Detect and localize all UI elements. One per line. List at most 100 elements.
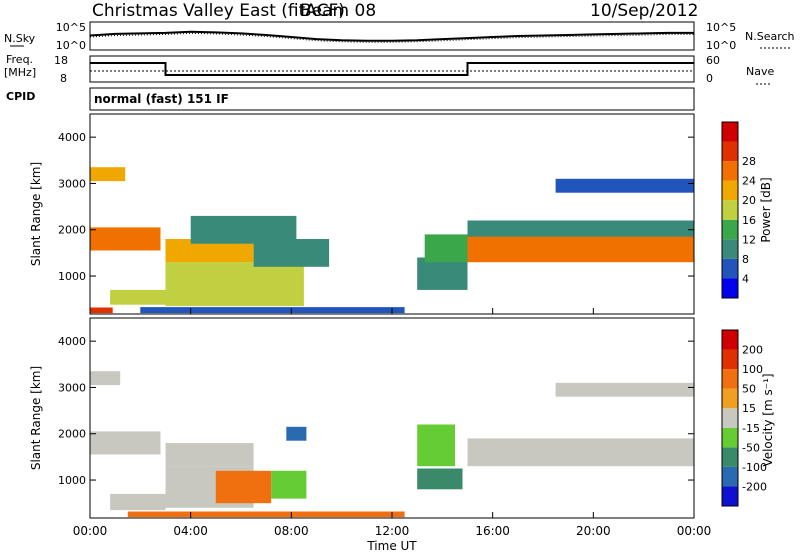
power-y-ticks: 1000 2000 3000 4000	[58, 131, 694, 283]
power-band-10	[424, 234, 468, 263]
velocity-cbar-swatch-6	[722, 369, 738, 389]
velocity-cbar-tick-3: 15	[742, 402, 756, 415]
power-cbar-swatch-3	[722, 219, 738, 240]
velocity-ylabel: Slant Range [km]	[29, 366, 43, 470]
power-band-3	[110, 289, 166, 305]
power-ytick-label-1: 2000	[58, 224, 86, 237]
velocity-band-12	[555, 382, 694, 397]
noise-left-tick-top: 10^5	[56, 21, 86, 34]
power-band-2	[90, 307, 113, 314]
velocity-cbar-swatch-1	[722, 466, 738, 487]
noise-left-label: N.Sky	[4, 32, 36, 45]
frequency-series	[90, 62, 694, 76]
velocity-cbar-swatch-3	[722, 427, 738, 448]
velocity-cbar-tick-0: 200	[742, 344, 763, 357]
velocity-data-layer	[90, 371, 694, 518]
freq-right-tick-bottom: 0	[706, 72, 713, 85]
velocity-band-6	[271, 470, 307, 499]
velocity-cbar-tick-5: -50	[742, 441, 760, 454]
power-ytick-label-3: 4000	[58, 131, 86, 144]
power-band-9	[417, 257, 468, 290]
velocity-ytick-label-0: 1000	[58, 474, 86, 487]
power-ylabel: Slant Range [km]	[29, 162, 43, 266]
freq-left-tick-top: 18	[54, 54, 68, 67]
velocity-band-8	[127, 511, 405, 518]
power-cbar-tick-4: 20	[742, 194, 756, 207]
power-band-8	[140, 307, 405, 314]
x-tick-label: 20:00	[576, 524, 611, 538]
velocity-cbar-tick-7: -200	[742, 480, 767, 493]
beam-label: Beam 08	[300, 1, 376, 21]
velocity-band-3	[165, 443, 254, 467]
power-cbar-tick-1: 8	[742, 253, 749, 266]
power-cbar-swatch-8	[722, 122, 738, 142]
velocity-cbar-frame	[721, 329, 739, 507]
velocity-y-ticks: 1000 2000 3000 4000	[58, 335, 694, 487]
power-cbar-swatch-5	[722, 180, 738, 201]
velocity-band-11	[467, 438, 694, 467]
x-tick-label: 00:00	[677, 524, 712, 538]
cpid-mode: normal (fast) 151 IF	[94, 92, 229, 106]
power-cbar-swatch-1	[722, 258, 738, 279]
velocity-ytick-label-2: 3000	[58, 381, 86, 394]
freq-left-label-2: [MHz]	[4, 66, 36, 79]
cpid-label: CPID	[6, 90, 35, 103]
power-band-13	[555, 178, 694, 193]
power-band-0	[90, 167, 126, 182]
velocity-ytick-label-1: 2000	[58, 428, 86, 441]
velocity-band-2	[110, 493, 166, 511]
noise-panel-frame	[89, 21, 695, 51]
velocity-cbar-tick-2: 50	[742, 383, 756, 396]
freq-right-tick-top: 60	[706, 54, 720, 67]
power-band-4	[165, 262, 304, 307]
power-band-12	[467, 220, 694, 237]
power-cbar-tick-0: 4	[742, 272, 749, 285]
velocity-band-5	[215, 470, 272, 504]
power-cbar-frame	[721, 121, 739, 299]
cpid-panel-frame	[89, 87, 695, 111]
velocity-band-1	[90, 431, 161, 455]
velocity-band-9	[417, 424, 455, 467]
noise-right-tick-bottom: 10^0	[706, 39, 736, 52]
power-colorbar: 4 8 12 16 20 24 28	[721, 121, 756, 299]
power-cbar-tick-6: 28	[742, 155, 756, 168]
noise-series-layer	[89, 30, 694, 43]
date-label: 10/Sep/2012	[590, 1, 698, 21]
velocity-cbar-swatch-0	[722, 486, 738, 506]
velocity-cbar-swatch-8	[722, 330, 738, 350]
power-cbar-swatch-7	[722, 141, 738, 162]
velocity-cbar-swatch-2	[722, 447, 738, 467]
power-cbar-swatch-6	[722, 161, 738, 181]
velocity-band-7	[286, 426, 307, 441]
velocity-colorbar: 200 100 50 15 -15 -50 -100 -200	[721, 329, 767, 507]
velocity-band-0	[90, 371, 121, 386]
freq-series-layer	[90, 62, 694, 76]
power-ytick-label-0: 1000	[58, 270, 86, 283]
velocity-cbar-tick-1: 100	[742, 363, 763, 376]
velocity-cbar-tick-6: -100	[742, 461, 767, 474]
power-band-7	[253, 239, 330, 267]
freq-panel-frame	[89, 55, 695, 83]
nave-label: Nave	[746, 65, 774, 78]
power-cbar-tick-5: 24	[742, 175, 756, 188]
noise-left-tick-bottom: 10^0	[56, 39, 86, 52]
power-data-layer	[90, 167, 694, 314]
freq-left-tick-bottom: 8	[60, 72, 67, 85]
x-tick-label: 08:00	[274, 524, 309, 538]
x-tick-label: 00:00	[73, 524, 108, 538]
station-title: Christmas Valley East (fitACF)	[92, 1, 345, 21]
power-cbar-swatch-4	[722, 200, 738, 220]
power-band-11	[467, 234, 694, 263]
power-cbar-swatch-2	[722, 239, 738, 259]
time-axis: 00:00 04:00 08:00 12:00 16:00 20:00 00:00	[73, 308, 712, 538]
power-cbar-tick-2: 12	[742, 233, 756, 246]
velocity-band-10	[417, 468, 463, 490]
power-cbar-tick-3: 16	[742, 214, 756, 227]
noise-right-label: N.Search	[745, 30, 795, 43]
velocity-cbar-swatch-7	[722, 349, 738, 370]
noise-series-0	[89, 30, 694, 42]
velocity-ytick-label-3: 4000	[58, 335, 86, 348]
velocity-cbar-swatch-5	[722, 388, 738, 409]
velocity-colorbar-label: Velocity [m s⁻¹]	[761, 373, 775, 466]
